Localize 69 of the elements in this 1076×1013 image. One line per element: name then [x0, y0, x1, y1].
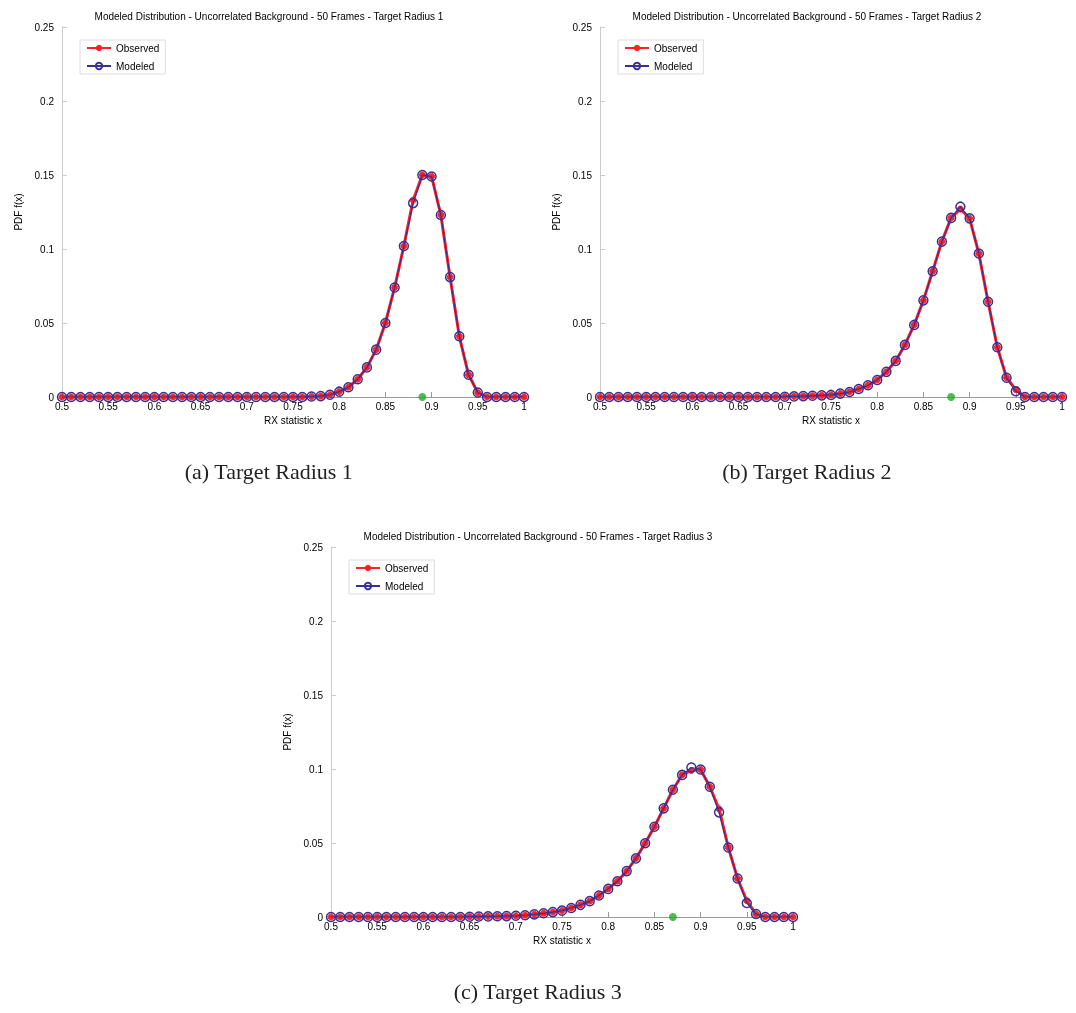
x-tick-label: 0.7	[239, 400, 255, 412]
x-tick-label: 0.85	[644, 920, 665, 932]
x-tick-label: 0.55	[98, 400, 119, 412]
legend-label: Observed	[654, 42, 698, 54]
y-tick-label: 0.1	[309, 763, 324, 775]
text: (b) Target Radius 2	[722, 458, 892, 484]
x-tick-label: 0.75	[283, 400, 304, 412]
x-tick-label: 0.6	[685, 400, 700, 412]
x-tick-label: 0.9	[424, 400, 439, 412]
y-tick-label: 0	[48, 391, 55, 403]
x-tick-label: 1	[790, 920, 797, 932]
x-tick-label: 1	[521, 400, 528, 412]
x-tick-label: 0.9	[962, 400, 977, 412]
x-axis-title: RX statistic x	[802, 415, 860, 427]
chart-title: Modeled Distribution - Uncorrelated Background - 50 Frames - Target Radius 1	[94, 10, 444, 22]
x-tick-label: 0.5	[324, 920, 339, 932]
text: (c) Target Radius 3	[453, 978, 622, 1004]
legend-label: Observed	[116, 42, 160, 54]
x-tick-label: 0.85	[375, 400, 396, 412]
y-tick-label: 0.2	[40, 95, 55, 107]
x-tick-label: 0.7	[777, 400, 793, 412]
x-tick-label: 0.65	[190, 400, 211, 412]
x-axis-title: RX statistic x	[264, 415, 322, 427]
y-tick-label: 0.1	[578, 243, 593, 255]
x-tick-label: 0.95	[1006, 400, 1026, 412]
x-tick-label: 0.7	[508, 920, 524, 932]
x-tick-label: 0.6	[416, 920, 431, 932]
x-tick-label: 1	[1059, 400, 1066, 412]
x-tick-label: 0.95	[468, 400, 488, 412]
y-tick-label: 0.25	[572, 21, 593, 33]
x-tick-label: 0.65	[459, 920, 480, 932]
y-tick-label: 0.15	[572, 169, 593, 181]
x-tick-label: 0.65	[728, 400, 749, 412]
y-axis-title: PDF f(x)	[282, 713, 294, 751]
y-axis-title: PDF f(x)	[551, 193, 563, 231]
x-tick-label: 0.5	[55, 400, 70, 412]
x-tick-label: 0.55	[367, 920, 388, 932]
x-tick-label: 0.8	[601, 920, 616, 932]
x-tick-label: 0.75	[552, 920, 573, 932]
x-tick-label: 0.75	[821, 400, 842, 412]
x-tick-label: 0.5	[593, 400, 608, 412]
x-tick-label: 0.8	[332, 400, 347, 412]
chart-title: Modeled Distribution - Uncorrelated Background - 50 Frames - Target Radius 3	[363, 530, 713, 542]
x-tick-label: 0.55	[636, 400, 657, 412]
x-axis-title: RX statistic x	[533, 935, 591, 947]
legend-label: Observed	[385, 562, 429, 574]
y-tick-label: 0.05	[34, 317, 55, 329]
y-tick-label: 0.25	[34, 21, 55, 33]
y-tick-label: 0.1	[40, 243, 55, 255]
y-tick-label: 0.2	[578, 95, 593, 107]
y-axis-title: PDF f(x)	[13, 193, 25, 231]
legend-label: Modeled	[116, 60, 155, 72]
y-tick-label: 0.15	[303, 689, 324, 701]
legend-label: Modeled	[654, 60, 693, 72]
y-tick-label: 0.2	[309, 615, 324, 627]
y-tick-label: 0.15	[34, 169, 55, 181]
x-tick-label: 0.6	[147, 400, 162, 412]
y-tick-label: 0.25	[303, 541, 324, 553]
y-tick-label: 0	[586, 391, 593, 403]
x-tick-label: 0.8	[870, 400, 885, 412]
x-tick-label: 0.95	[737, 920, 757, 932]
x-tick-label: 0.9	[693, 920, 708, 932]
y-tick-label: 0.05	[303, 837, 324, 849]
y-tick-label: 0.05	[572, 317, 593, 329]
legend-label: Modeled	[385, 580, 424, 592]
x-tick-label: 0.85	[913, 400, 934, 412]
y-tick-label: 0	[317, 911, 324, 923]
text: (a) Target Radius 1	[184, 458, 353, 484]
chart-title: Modeled Distribution - Uncorrelated Background - 50 Frames - Target Radius 2	[632, 10, 982, 22]
